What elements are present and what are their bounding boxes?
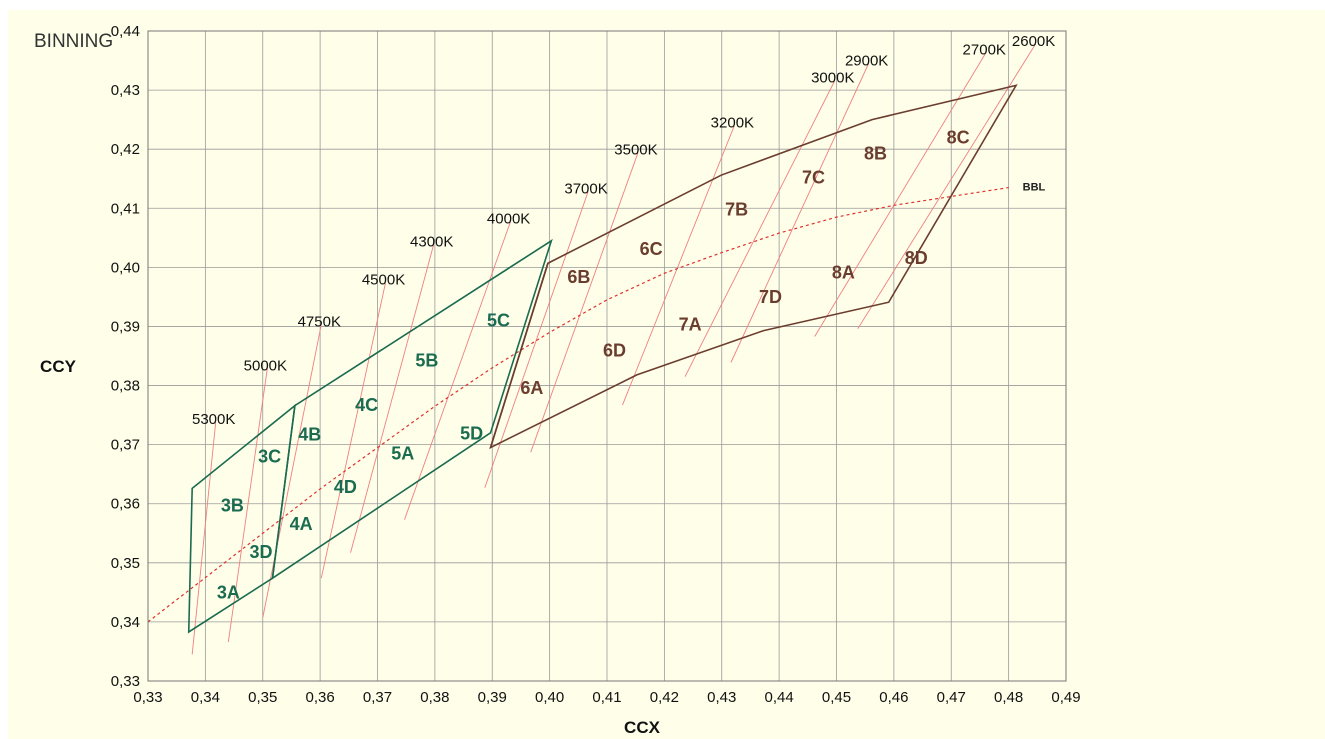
isotherm-label: 2600K [1012, 33, 1055, 50]
bin-labels: 3A 3B 3C 3D 4A 4B 4C 4D 5A 5B 5C 5D 6A 6B 6C 6D 7A 7B 7C 7D… [217, 127, 970, 602]
x-tick-label: 0,40 [535, 689, 564, 706]
bin-regions [187, 84, 1018, 634]
isotherm-line [730, 63, 870, 363]
bin-label: 6A [520, 378, 543, 398]
x-tick-label: 0,44 [765, 689, 794, 706]
isotherm-label: 2900K [845, 53, 888, 70]
bin-label: 8B [864, 143, 887, 163]
x-tick-label: 0,37 [363, 689, 392, 706]
bin-label: 3D [250, 542, 273, 562]
bin-label: 8D [905, 248, 928, 268]
x-tick-label: 0,42 [650, 689, 679, 706]
bin-label: 4A [290, 514, 313, 534]
isotherm-label: 3700K [564, 181, 607, 198]
isotherm-line [857, 43, 1036, 330]
bin-label: 4D [334, 477, 357, 497]
x-tick-label: 0,33 [133, 689, 162, 706]
bin-label: 8C [947, 127, 970, 147]
isotherm-label: 3000K [811, 70, 854, 87]
y-tick-label: 0,34 [111, 614, 140, 631]
plot-border [147, 30, 1067, 682]
x-axis-ticks: 0,33 0,34 0,35 0,36 0,37 0,38 0,39 0,40 0,41 0,42… [133, 689, 1080, 706]
x-tick-label: 0,47 [937, 689, 966, 706]
y-tick-label: 0,35 [111, 555, 140, 572]
bin-label: 6B [567, 267, 590, 287]
isotherm-label: 4300K [410, 233, 453, 250]
x-tick-label: 0,39 [478, 689, 507, 706]
bin-label: 3A [217, 582, 240, 602]
y-tick-label: 0,37 [111, 437, 140, 454]
bbl-curve: BBL [147, 182, 1046, 623]
isotherm-line [227, 368, 268, 643]
y-tick-label: 0,41 [111, 200, 140, 217]
bin-label: 3B [221, 496, 244, 516]
x-tick-label: 0,43 [707, 689, 736, 706]
bin-label: 8A [832, 263, 855, 283]
bin-label: 5D [460, 423, 483, 443]
isotherm-label: 3200K [711, 115, 754, 132]
bin-region-outline [271, 238, 553, 580]
bin-label: 7B [725, 199, 748, 219]
y-axis-ticks: 0,33 0,34 0,35 0,36 0,37 0,38 0,39 0,40 0,41 0,42… [111, 23, 140, 690]
isotherm-label: 3500K [614, 142, 657, 159]
y-tick-label: 0,33 [111, 673, 140, 690]
y-tick-label: 0,38 [111, 378, 140, 395]
y-tick-label: 0,44 [111, 23, 140, 40]
bin-label: 7D [759, 287, 782, 307]
bin-label: 3C [258, 446, 281, 466]
bin-label: 4C [355, 395, 378, 415]
x-tick-label: 0,41 [592, 689, 621, 706]
bin-label: 6D [603, 341, 626, 361]
y-tick-label: 0,40 [111, 259, 140, 276]
bin-region-outline [489, 84, 1018, 450]
isotherm-line [262, 324, 322, 618]
isotherm-line [404, 221, 512, 520]
isotherm-line [191, 422, 217, 655]
cct-isotherms: 5300K 5000K 4750K 4500K 4300K 4000K 3700K 3500K… [191, 33, 1055, 655]
y-tick-label: 0,42 [111, 141, 140, 158]
bbl-line [147, 186, 1009, 623]
isotherm-line [350, 244, 435, 553]
isotherm-line [320, 282, 386, 579]
y-tick-label: 0,43 [111, 82, 140, 99]
isotherm-label: 4750K [298, 314, 341, 331]
isotherm-label: 4000K [487, 210, 530, 227]
x-tick-label: 0,48 [994, 689, 1023, 706]
x-axis-title: CCX [624, 718, 661, 737]
bin-label: 5A [391, 444, 414, 464]
x-tick-label: 0,46 [879, 689, 908, 706]
bin-label: 7C [802, 168, 825, 188]
isotherm-line [484, 191, 589, 488]
bin-label: 5C [487, 311, 510, 331]
x-tick-label: 0,38 [420, 689, 449, 706]
chart-title: BINNING [34, 31, 113, 52]
isotherm-label: 5000K [244, 357, 287, 374]
x-tick-label: 0,49 [1051, 689, 1080, 706]
isotherm-line [622, 125, 735, 406]
x-tick-label: 0,36 [306, 689, 335, 706]
y-tick-label: 0,36 [111, 496, 140, 513]
x-tick-label: 0,34 [191, 689, 220, 706]
isotherm-label: 2700K [963, 41, 1006, 58]
y-tick-label: 0,39 [111, 318, 140, 335]
bin-label: 6C [640, 239, 663, 259]
bin-label: 4B [298, 425, 321, 445]
isotherm-label: 5300K [192, 411, 235, 428]
x-tick-label: 0,35 [248, 689, 277, 706]
isotherm-line [684, 80, 836, 377]
bbl-label: BBL [1023, 182, 1046, 194]
bin-region-divider [489, 262, 549, 448]
isotherm-line [530, 152, 639, 453]
y-axis-title: CCY [40, 357, 77, 376]
bin-label: 5B [415, 351, 438, 371]
isotherm-label: 4500K [362, 272, 405, 289]
bin-label: 7A [679, 315, 702, 335]
x-tick-label: 0,45 [822, 689, 851, 706]
